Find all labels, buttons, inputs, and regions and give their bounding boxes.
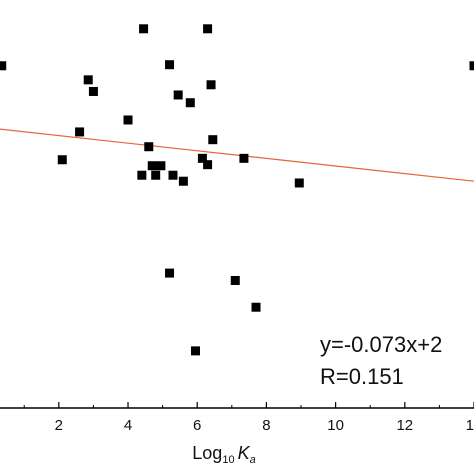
data-point (239, 153, 249, 163)
data-point (123, 115, 133, 125)
data-point (173, 90, 183, 100)
data-point (469, 61, 474, 71)
x-tick-label: 2 (55, 417, 63, 434)
data-point (190, 346, 200, 356)
x-axis-title: Log10 Ka (192, 443, 255, 466)
x-tick-label: 10 (327, 417, 344, 434)
data-point (151, 170, 161, 180)
correlation-label: R=0.151 (320, 364, 404, 389)
data-point (156, 161, 166, 171)
data-point (168, 170, 178, 180)
x-axis-title-base: Log (192, 443, 222, 463)
data-point (294, 178, 304, 188)
data-point (165, 60, 175, 70)
data-point (206, 80, 216, 90)
data-point (178, 176, 188, 186)
data-point (203, 24, 213, 34)
data-point (75, 127, 85, 137)
x-axis-title-subscript: 10 (222, 454, 234, 466)
regression-line (0, 128, 474, 182)
data-point (137, 170, 147, 180)
data-point (208, 135, 218, 145)
data-point (57, 155, 67, 165)
x-tick-label: 14 (466, 417, 474, 434)
data-point (230, 275, 240, 285)
data-point (251, 302, 261, 312)
x-tick-group: 2 4 6 8 10 12 14 (23, 402, 474, 434)
x-tick-label: 8 (262, 417, 270, 434)
data-point (203, 160, 213, 170)
plot-area (0, 24, 474, 356)
data-point (83, 75, 93, 85)
data-point (197, 153, 207, 163)
data-point (165, 268, 175, 278)
x-axis-title-variable-subscript: a (250, 454, 256, 466)
data-point (88, 86, 98, 96)
x-tick-label: 12 (396, 417, 413, 434)
x-tick-label: 4 (124, 417, 132, 434)
x-axis-title-variable: K (238, 443, 251, 463)
data-point (185, 98, 195, 108)
data-point (144, 142, 154, 152)
fit-equation-label: y=-0.073x+2 (320, 332, 442, 357)
data-point (147, 161, 157, 171)
data-point (139, 24, 149, 34)
fit-annotations: y=-0.073x+2 R=0.151 (320, 332, 442, 389)
data-point (0, 61, 7, 71)
x-tick-label: 6 (193, 417, 201, 434)
